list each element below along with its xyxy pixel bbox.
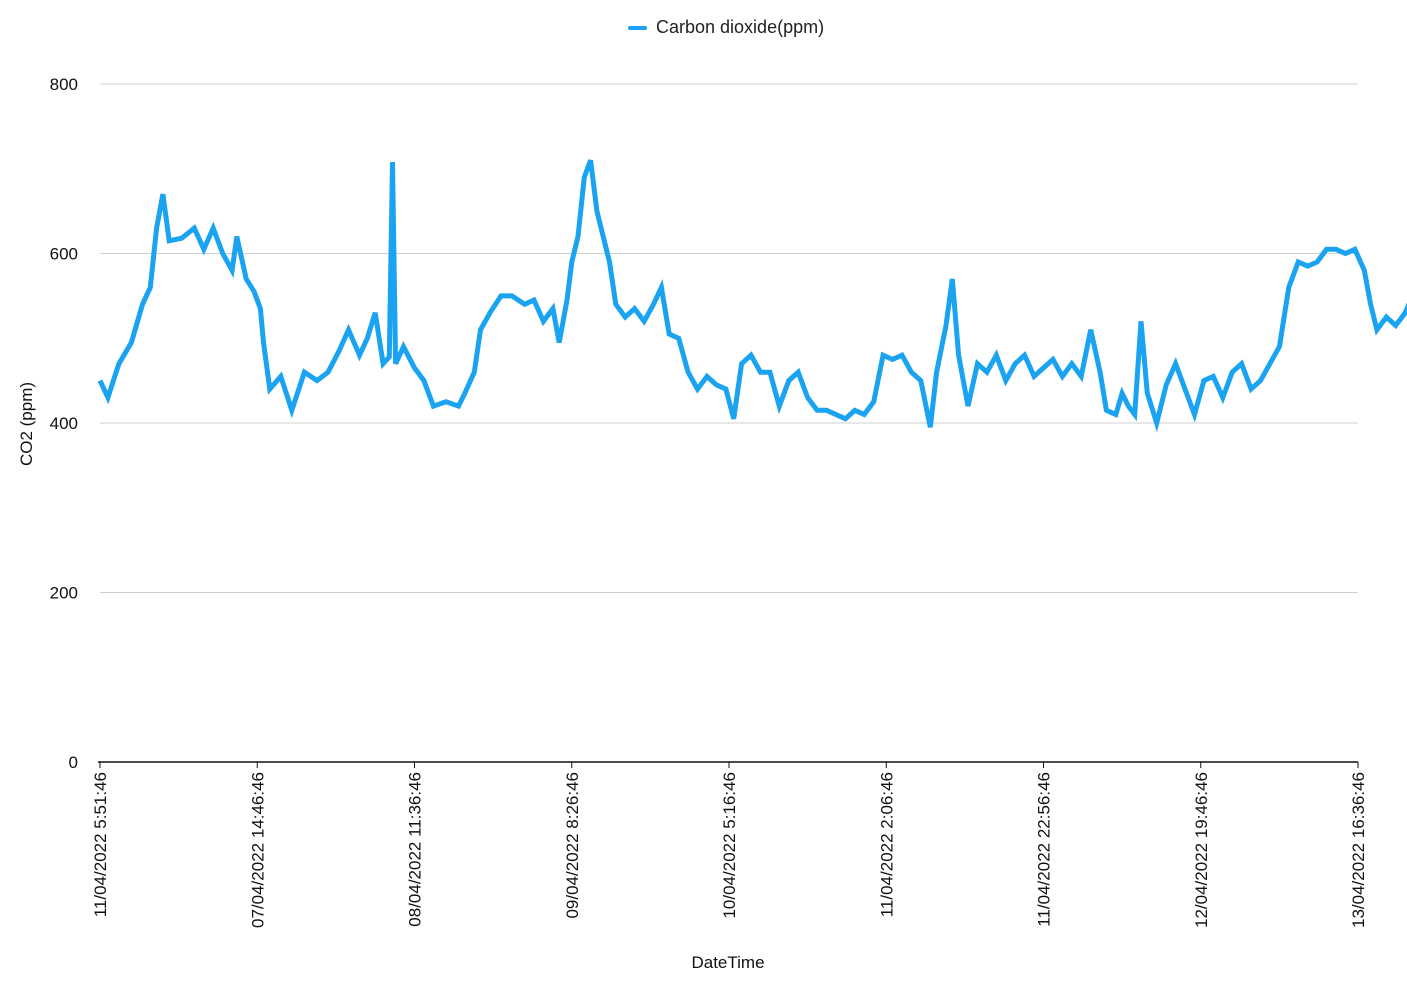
x-tick-label: 11/04/2022 5:51:46 <box>91 772 110 917</box>
x-tick-label: 13/04/2022 16:36:46 <box>1349 772 1368 928</box>
y-axis-ticks: 0 200 400 600 800 <box>50 75 78 772</box>
x-axis-ticks: 11/04/2022 5:51:46 07/04/2022 14:46:46 08/… <box>91 762 1368 928</box>
x-tick-label: 09/04/2022 8:26:46 <box>563 772 582 919</box>
y-tick-label: 0 <box>69 753 78 772</box>
x-tick-label: 07/04/2022 14:46:46 <box>248 772 267 928</box>
y-axis-label: CO2 (ppm) <box>17 381 36 467</box>
series-line-co2 <box>97 159 1407 433</box>
x-tick-label: 11/04/2022 22:56:46 <box>1035 772 1054 927</box>
x-tick-label: 11/04/2022 2:06:46 <box>877 772 896 917</box>
legend: Carbon dioxide(ppm) <box>628 17 824 38</box>
y-tick-label: 400 <box>50 414 78 433</box>
y-tick-label: 600 <box>50 245 78 264</box>
x-tick-label: 10/04/2022 5:16:46 <box>720 772 739 919</box>
legend-swatch <box>628 25 647 30</box>
legend-label: Carbon dioxide(ppm) <box>656 17 825 37</box>
y-tick-label: 200 <box>50 584 78 603</box>
x-tick-label: 08/04/2022 11:36:46 <box>406 772 425 927</box>
x-tick-label: 12/04/2022 19:46:46 <box>1192 772 1211 928</box>
y-tick-label: 800 <box>50 75 78 94</box>
grid-lines <box>100 83 1358 593</box>
x-axis-label: DateTime <box>691 953 765 972</box>
